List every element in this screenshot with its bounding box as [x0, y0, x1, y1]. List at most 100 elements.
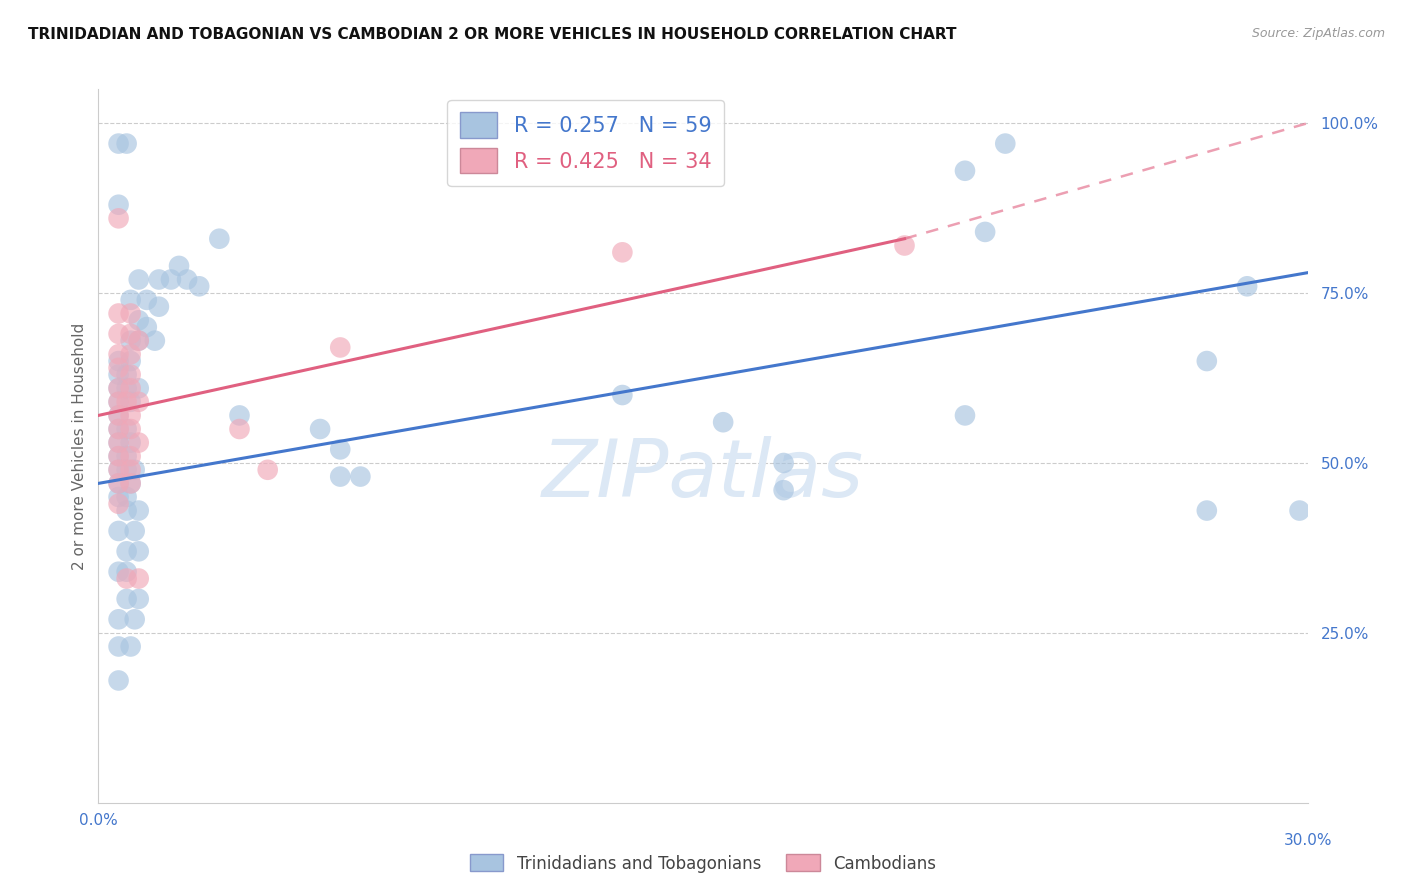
- Point: [128, 544, 150, 558]
- Point: [120, 476, 142, 491]
- Point: [1195, 354, 1218, 368]
- Point: [107, 368, 129, 382]
- Point: [120, 409, 142, 423]
- Point: [120, 326, 142, 341]
- Point: [107, 612, 129, 626]
- Point: [167, 259, 190, 273]
- Point: [107, 673, 129, 688]
- Point: [107, 435, 129, 450]
- Point: [115, 449, 138, 463]
- Text: Source: ZipAtlas.com: Source: ZipAtlas.com: [1251, 27, 1385, 40]
- Legend: Trinidadians and Tobagonians, Cambodians: Trinidadians and Tobagonians, Cambodians: [464, 847, 942, 880]
- Point: [120, 476, 142, 491]
- Point: [107, 463, 129, 477]
- Point: [124, 524, 146, 538]
- Point: [107, 211, 129, 226]
- Point: [115, 572, 138, 586]
- Point: [1236, 279, 1258, 293]
- Legend: R = 0.257   N = 59, R = 0.425   N = 34: R = 0.257 N = 59, R = 0.425 N = 34: [447, 100, 724, 186]
- Point: [107, 306, 129, 320]
- Point: [120, 306, 142, 320]
- Point: [115, 591, 138, 606]
- Point: [143, 334, 166, 348]
- Point: [120, 293, 142, 307]
- Point: [115, 136, 138, 151]
- Point: [120, 354, 142, 368]
- Point: [1288, 503, 1310, 517]
- Point: [115, 381, 138, 395]
- Point: [124, 463, 146, 477]
- Point: [256, 463, 278, 477]
- Point: [1195, 503, 1218, 517]
- Y-axis label: 2 or more Vehicles in Household: 2 or more Vehicles in Household: [72, 322, 87, 570]
- Point: [120, 368, 142, 382]
- Point: [329, 341, 352, 355]
- Text: TRINIDADIAN AND TOBAGONIAN VS CAMBODIAN 2 OR MORE VEHICLES IN HOUSEHOLD CORRELAT: TRINIDADIAN AND TOBAGONIAN VS CAMBODIAN …: [28, 27, 956, 42]
- Point: [135, 293, 157, 307]
- Point: [107, 449, 129, 463]
- Point: [107, 565, 129, 579]
- Point: [115, 422, 138, 436]
- Point: [128, 334, 150, 348]
- Point: [115, 544, 138, 558]
- Point: [120, 449, 142, 463]
- Point: [128, 572, 150, 586]
- Point: [107, 476, 129, 491]
- Point: [107, 381, 129, 395]
- Point: [115, 394, 138, 409]
- Point: [107, 497, 129, 511]
- Point: [120, 347, 142, 361]
- Point: [107, 198, 129, 212]
- Text: 30.0%: 30.0%: [1284, 833, 1331, 848]
- Point: [107, 524, 129, 538]
- Point: [107, 490, 129, 504]
- Point: [120, 422, 142, 436]
- Point: [974, 225, 997, 239]
- Point: [128, 313, 150, 327]
- Point: [115, 368, 138, 382]
- Point: [115, 490, 138, 504]
- Point: [329, 469, 352, 483]
- Point: [107, 422, 129, 436]
- Point: [107, 409, 129, 423]
- Point: [120, 394, 142, 409]
- Point: [893, 238, 915, 252]
- Point: [115, 565, 138, 579]
- Point: [309, 422, 332, 436]
- Point: [107, 449, 129, 463]
- Point: [148, 300, 170, 314]
- Point: [128, 381, 150, 395]
- Point: [349, 469, 371, 483]
- Point: [124, 612, 146, 626]
- Point: [128, 272, 150, 286]
- Point: [107, 381, 129, 395]
- Point: [107, 326, 129, 341]
- Point: [228, 409, 250, 423]
- Point: [107, 463, 129, 477]
- Point: [120, 435, 142, 450]
- Point: [176, 272, 198, 286]
- Point: [711, 415, 734, 429]
- Point: [612, 388, 634, 402]
- Point: [120, 463, 142, 477]
- Point: [107, 347, 129, 361]
- Point: [772, 483, 794, 498]
- Point: [120, 334, 142, 348]
- Point: [107, 394, 129, 409]
- Point: [994, 136, 1017, 151]
- Point: [953, 409, 976, 423]
- Point: [188, 279, 211, 293]
- Point: [160, 272, 183, 286]
- Point: [107, 422, 129, 436]
- Point: [128, 334, 150, 348]
- Point: [115, 463, 138, 477]
- Point: [107, 394, 129, 409]
- Point: [107, 360, 129, 375]
- Point: [107, 476, 129, 491]
- Point: [208, 232, 231, 246]
- Point: [228, 422, 250, 436]
- Point: [107, 354, 129, 368]
- Point: [148, 272, 170, 286]
- Point: [107, 409, 129, 423]
- Point: [120, 640, 142, 654]
